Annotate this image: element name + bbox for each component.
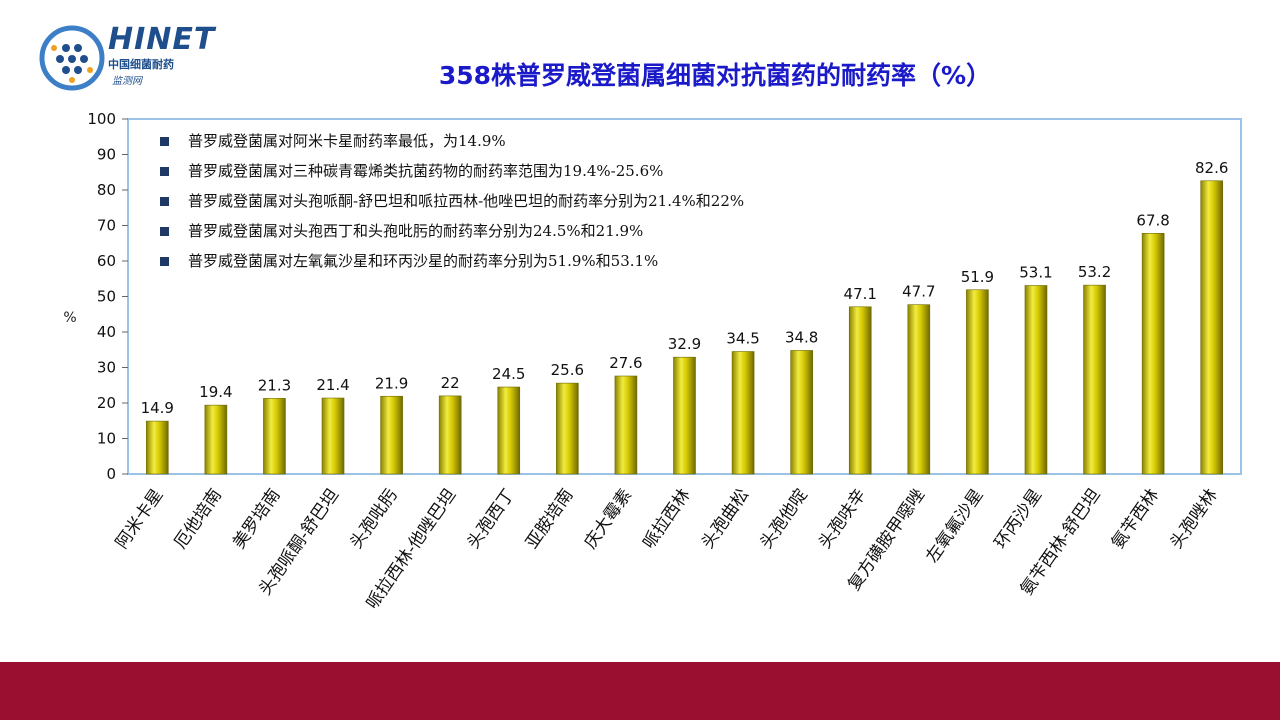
annotation-text: 普罗威登菌属对左氧氟沙星和环丙沙星的耐药率分别为51.9%和53.1%	[188, 252, 658, 270]
bar-value-label: 51.9	[961, 268, 994, 286]
annotation-list: 普罗威登菌属对阿米卡星耐药率最低，为14.9% 普罗威登菌属对三种碳青霉烯类抗菌药…	[160, 132, 744, 270]
bar-value-label: 53.2	[1078, 263, 1111, 281]
bar-value-label: 34.5	[726, 330, 759, 348]
category-label: 阿米卡星	[112, 485, 167, 552]
category-label: 左氧氟沙星	[922, 485, 987, 566]
y-axis-label: %	[63, 310, 76, 326]
y-axis: 0 10 20 30 40 50 60 70 80 90 100	[87, 110, 128, 483]
y-tick-label: 100	[87, 110, 116, 128]
y-tick-label: 0	[106, 465, 116, 483]
y-tick-label: 70	[97, 217, 116, 235]
bar-value-label: 34.8	[785, 328, 818, 346]
bar	[263, 398, 286, 475]
category-label: 头孢西丁	[463, 485, 518, 552]
bullet-icon	[160, 167, 169, 176]
bar	[790, 350, 813, 475]
bar-value-label: 21.9	[375, 374, 408, 392]
y-tick-label: 40	[97, 323, 116, 341]
bar	[1083, 284, 1106, 475]
bar	[438, 395, 462, 475]
logo-subtitle: 中国细菌耐药	[108, 58, 174, 71]
y-tick-label: 80	[97, 181, 116, 199]
bar	[848, 306, 872, 475]
y-tick-label: 60	[97, 252, 116, 270]
category-label: 头孢唑林	[1166, 485, 1221, 552]
bar	[497, 386, 521, 475]
y-tick-label: 90	[97, 146, 116, 164]
bar-value-label: 82.6	[1195, 159, 1228, 177]
bullet-icon	[160, 137, 169, 146]
footer-band	[0, 662, 1280, 720]
bar	[614, 375, 638, 475]
bar	[907, 304, 931, 475]
bar	[673, 356, 696, 475]
bar	[321, 397, 345, 475]
bar	[204, 404, 228, 475]
bar-value-label: 47.7	[902, 283, 935, 301]
bullet-icon	[160, 257, 169, 266]
y-tick-label: 50	[97, 288, 116, 306]
bar	[380, 395, 403, 475]
bar-chart: 0 10 20 30 40 50 60 70 80 90 100 % 14.9 阿米卡星 19.4 厄他培…	[63, 110, 1242, 613]
bullet-icon	[160, 227, 169, 236]
bar-value-label: 21.4	[316, 376, 349, 394]
bar	[966, 289, 989, 475]
bar-value-label: 53.1	[1019, 263, 1052, 281]
chart-title: 358株普罗威登菌属细菌对抗菌药的耐药率（%）	[438, 61, 992, 90]
y-tick-label: 10	[97, 430, 116, 448]
bar-value-label: 24.5	[492, 365, 525, 383]
annotation-text: 普罗威登菌属对阿米卡星耐药率最低，为14.9%	[188, 132, 506, 150]
y-tick-label: 30	[97, 359, 116, 377]
bar	[1200, 180, 1224, 475]
bar-value-label: 67.8	[1136, 211, 1169, 229]
category-label: 头孢呋辛	[815, 485, 870, 552]
category-label: 头孢吡肟	[346, 485, 401, 552]
category-label: 亚胺培南	[522, 485, 577, 552]
bar	[1141, 233, 1165, 475]
bar-value-label: 21.3	[258, 376, 291, 394]
hinet-logo: HINET 中国细菌耐药 监测网	[36, 18, 221, 96]
category-label: 庆大霉素	[581, 485, 636, 552]
logo-globe-icon	[39, 25, 105, 91]
category-label: 哌拉西林	[639, 485, 694, 552]
category-label: 头孢曲松	[698, 485, 753, 552]
bullet-icon	[160, 197, 169, 206]
category-label: 厄他培南	[171, 485, 226, 552]
bar-value-label: 27.6	[609, 354, 642, 372]
category-label: 氨苄西林	[1108, 485, 1163, 552]
bar-value-label: 32.9	[668, 335, 701, 353]
logo-subtitle-2: 监测网	[112, 76, 142, 87]
logo-name: HINET	[108, 22, 216, 57]
y-tick-label: 20	[97, 394, 116, 412]
category-label: 美罗培南	[229, 485, 284, 552]
bar	[731, 351, 755, 475]
annotation-text: 普罗威登菌属对头孢哌酮-舒巴坦和哌拉西林-他唑巴坦的耐药率分别为21.4%和22…	[188, 192, 744, 210]
bar-value-label: 14.9	[141, 399, 174, 417]
category-label: 环丙沙星	[991, 485, 1046, 552]
bar	[145, 420, 169, 475]
annotation-text: 普罗威登菌属对三种碳青霉烯类抗菌药物的耐药率范围为19.4%-25.6%	[188, 162, 663, 180]
bar-value-label: 25.6	[551, 361, 584, 379]
bar	[1024, 285, 1048, 475]
bar-value-label: 47.1	[844, 285, 877, 303]
bar	[556, 382, 579, 475]
category-label: 头孢他啶	[756, 485, 811, 552]
annotation-text: 普罗威登菌属对头孢西丁和头孢吡肟的耐药率分别为24.5%和21.9%	[188, 222, 643, 240]
bar-value-label: 22	[441, 374, 460, 392]
bar-value-label: 19.4	[199, 383, 232, 401]
